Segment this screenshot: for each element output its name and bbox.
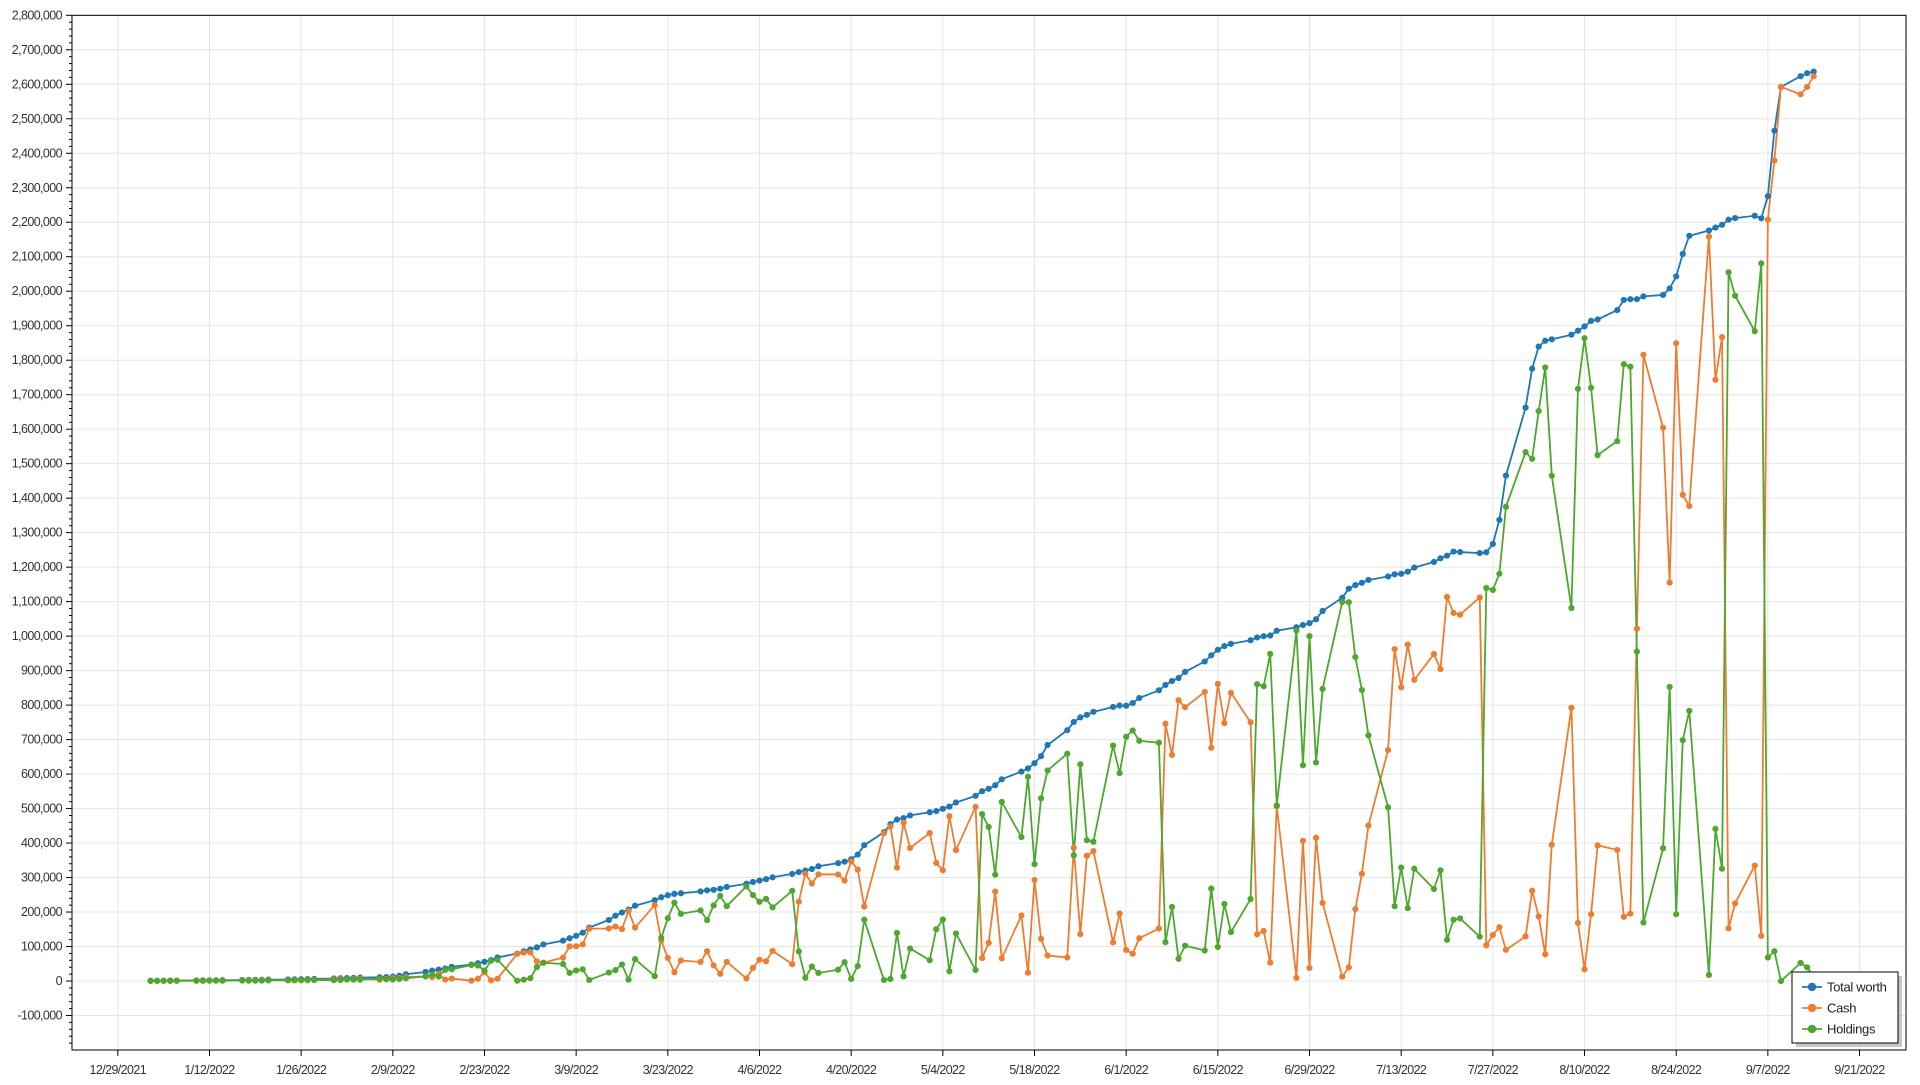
svg-text:1,100,000: 1,100,000 [12,595,63,609]
svg-text:1,200,000: 1,200,000 [12,560,63,574]
svg-text:3/9/2022: 3/9/2022 [554,1063,599,1077]
svg-text:4/6/2022: 4/6/2022 [738,1063,783,1077]
svg-text:1,400,000: 1,400,000 [12,491,63,505]
svg-text:1,900,000: 1,900,000 [12,319,63,333]
svg-text:2,200,000: 2,200,000 [12,215,63,229]
svg-text:Total worth: Total worth [1827,980,1887,995]
svg-text:1,000,000: 1,000,000 [12,629,63,643]
svg-text:1/26/2022: 1/26/2022 [276,1063,327,1077]
svg-text:100,000: 100,000 [21,940,63,954]
svg-text:2,600,000: 2,600,000 [12,77,63,91]
svg-text:8/24/2022: 8/24/2022 [1651,1063,1702,1077]
svg-text:1,300,000: 1,300,000 [12,526,63,540]
svg-text:6/15/2022: 6/15/2022 [1193,1063,1244,1077]
svg-text:1/12/2022: 1/12/2022 [184,1063,235,1077]
svg-text:1,600,000: 1,600,000 [12,422,63,436]
svg-text:1,700,000: 1,700,000 [12,388,63,402]
svg-text:0: 0 [56,974,63,988]
svg-text:7/13/2022: 7/13/2022 [1376,1063,1427,1077]
svg-text:300,000: 300,000 [21,871,63,885]
svg-text:500,000: 500,000 [21,802,63,816]
svg-text:9/7/2022: 9/7/2022 [1746,1063,1791,1077]
svg-text:2,000,000: 2,000,000 [12,284,63,298]
svg-text:3/23/2022: 3/23/2022 [643,1063,694,1077]
svg-text:2,800,000: 2,800,000 [12,8,63,22]
svg-text:2,100,000: 2,100,000 [12,250,63,264]
svg-text:700,000: 700,000 [21,733,63,747]
svg-text:7/27/2022: 7/27/2022 [1468,1063,1519,1077]
svg-text:400,000: 400,000 [21,836,63,850]
svg-text:12/29/2021: 12/29/2021 [90,1063,147,1077]
svg-text:5/18/2022: 5/18/2022 [1009,1063,1060,1077]
svg-text:900,000: 900,000 [21,664,63,678]
svg-text:800,000: 800,000 [21,698,63,712]
svg-text:2,700,000: 2,700,000 [12,43,63,57]
svg-text:2,400,000: 2,400,000 [12,146,63,160]
svg-text:2,300,000: 2,300,000 [12,181,63,195]
svg-text:4/20/2022: 4/20/2022 [826,1063,877,1077]
svg-text:8/10/2022: 8/10/2022 [1559,1063,1610,1077]
svg-text:5/4/2022: 5/4/2022 [921,1063,966,1077]
svg-text:2,500,000: 2,500,000 [12,112,63,126]
svg-text:Cash: Cash [1827,1001,1856,1016]
svg-text:600,000: 600,000 [21,767,63,781]
svg-text:Holdings: Holdings [1827,1022,1876,1037]
svg-text:1,800,000: 1,800,000 [12,353,63,367]
svg-text:9/21/2022: 9/21/2022 [1834,1063,1885,1077]
svg-text:-100,000: -100,000 [17,1009,62,1023]
svg-text:2/9/2022: 2/9/2022 [371,1063,416,1077]
svg-text:6/29/2022: 6/29/2022 [1284,1063,1335,1077]
svg-text:2/23/2022: 2/23/2022 [459,1063,510,1077]
svg-text:200,000: 200,000 [21,905,63,919]
svg-text:1,500,000: 1,500,000 [12,457,63,471]
svg-text:6/1/2022: 6/1/2022 [1104,1063,1149,1077]
